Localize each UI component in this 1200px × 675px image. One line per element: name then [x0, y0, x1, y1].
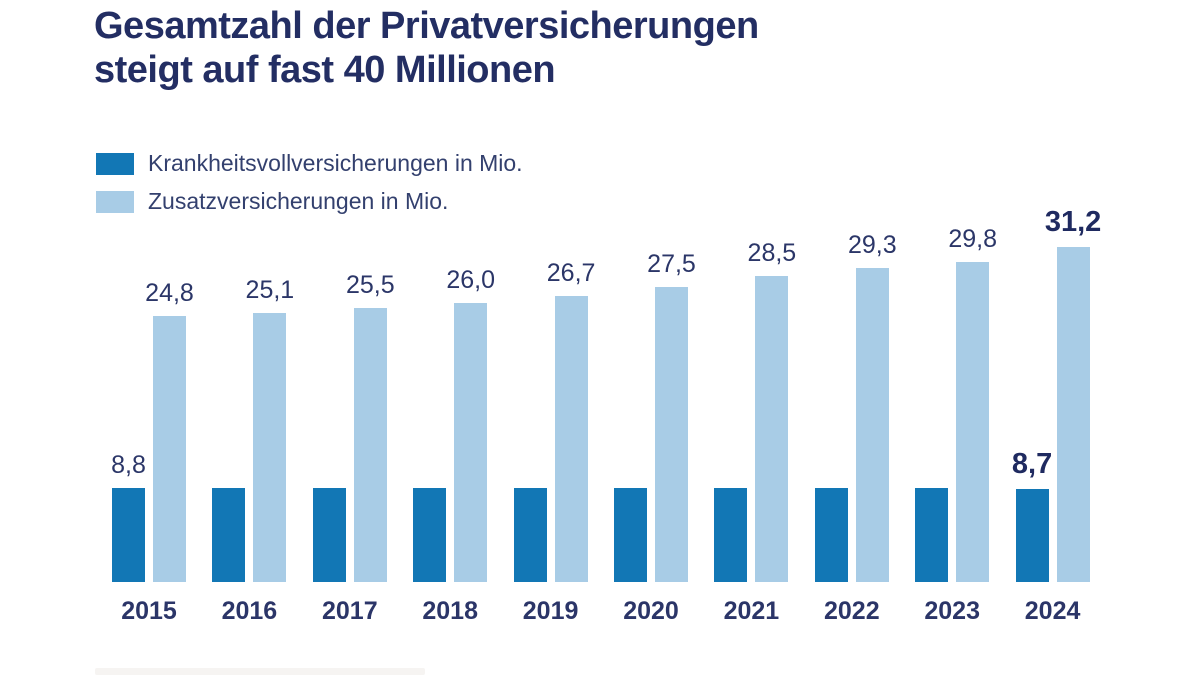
bar-vollversicherung-2016	[212, 487, 246, 582]
bar-zusatzversicherung-2016	[253, 312, 287, 582]
legend: Krankheitsvollversicherungen in Mio. Zus…	[96, 150, 523, 215]
bar-vollversicherung-2017	[312, 487, 346, 582]
value-label-zusatzversicherung-2024: 31,2	[1044, 206, 1102, 239]
chart-title: Gesamtzahl der Privatversicherungen stei…	[94, 4, 759, 92]
legend-item-zusatzversicherungen: Zusatzversicherungen in Mio.	[96, 188, 523, 215]
value-label-vollversicherung-2024: 8,7	[1011, 447, 1053, 480]
value-label-vollversicherung-2015: 8,8	[111, 450, 146, 479]
value-label-zusatzversicherung-2023: 29,8	[948, 225, 998, 254]
value-label-zusatzversicherung-2021: 28,5	[747, 239, 797, 268]
bar-zusatzversicherung-2015	[153, 315, 186, 582]
legend-swatch-dark-icon	[96, 152, 134, 175]
bar-zusatzversicherung-2023	[956, 262, 990, 582]
value-label-zusatzversicherung-2018: 26,0	[446, 266, 496, 295]
bar-vollversicherung-2022	[814, 487, 848, 582]
bar-zusatzversicherung-2021	[755, 276, 789, 582]
bar-vollversicherung-2024	[1015, 488, 1049, 582]
bar-zusatzversicherung-2019	[554, 295, 588, 582]
legend-label-zusatzversicherungen: Zusatzversicherungen in Mio.	[148, 188, 449, 214]
chart-title-line2: steigt auf fast 40 Millionen	[94, 49, 556, 91]
x-axis-label-2016: 2016	[221, 597, 278, 625]
value-label-zusatzversicherung-2017: 25,5	[345, 271, 395, 300]
bar-vollversicherung-2023	[915, 487, 949, 582]
value-label-zusatzversicherung-2022: 29,3	[847, 230, 897, 259]
cropped-source-text	[95, 668, 425, 675]
value-label-zusatzversicherung-2020: 27,5	[647, 249, 696, 278]
bar-zusatzversicherung-2020	[655, 286, 688, 582]
legend-label-vollversicherungen: Krankheitsvollversicherungen in Mio.	[148, 150, 523, 176]
x-axis-label-2021: 2021	[723, 597, 780, 625]
x-axis-label-2022: 2022	[823, 597, 880, 625]
value-label-zusatzversicherung-2016: 25,1	[245, 275, 295, 304]
value-label-zusatzversicherung-2015: 24,8	[145, 278, 194, 307]
x-axis-label-2023: 2023	[924, 597, 980, 625]
bar-zusatzversicherung-2018	[454, 303, 488, 582]
x-axis-label-2020: 2020	[623, 597, 679, 625]
value-label-zusatzversicherung-2019: 26,7	[546, 258, 596, 287]
bar-vollversicherung-2019	[513, 487, 547, 582]
bar-vollversicherung-2021	[714, 487, 748, 582]
bar-zusatzversicherung-2017	[353, 308, 387, 582]
bar-vollversicherung-2015	[112, 487, 145, 582]
x-axis-label-2019: 2019	[522, 597, 579, 625]
legend-item-vollversicherungen: Krankheitsvollversicherungen in Mio.	[96, 150, 523, 177]
legend-swatch-light-icon	[96, 190, 134, 213]
bar-vollversicherung-2018	[413, 487, 447, 582]
chart-title-line1: Gesamtzahl der Privatversicherungen	[94, 5, 759, 47]
bar-vollversicherung-2020	[614, 487, 647, 582]
x-axis-label-2015: 2015	[121, 597, 177, 625]
x-axis-label-2024: 2024	[1024, 597, 1081, 625]
x-axis-label-2017: 2017	[321, 597, 378, 625]
bar-zusatzversicherung-2024	[1056, 247, 1090, 582]
bar-zusatzversicherung-2022	[855, 267, 889, 582]
x-axis-label-2018: 2018	[422, 597, 478, 625]
